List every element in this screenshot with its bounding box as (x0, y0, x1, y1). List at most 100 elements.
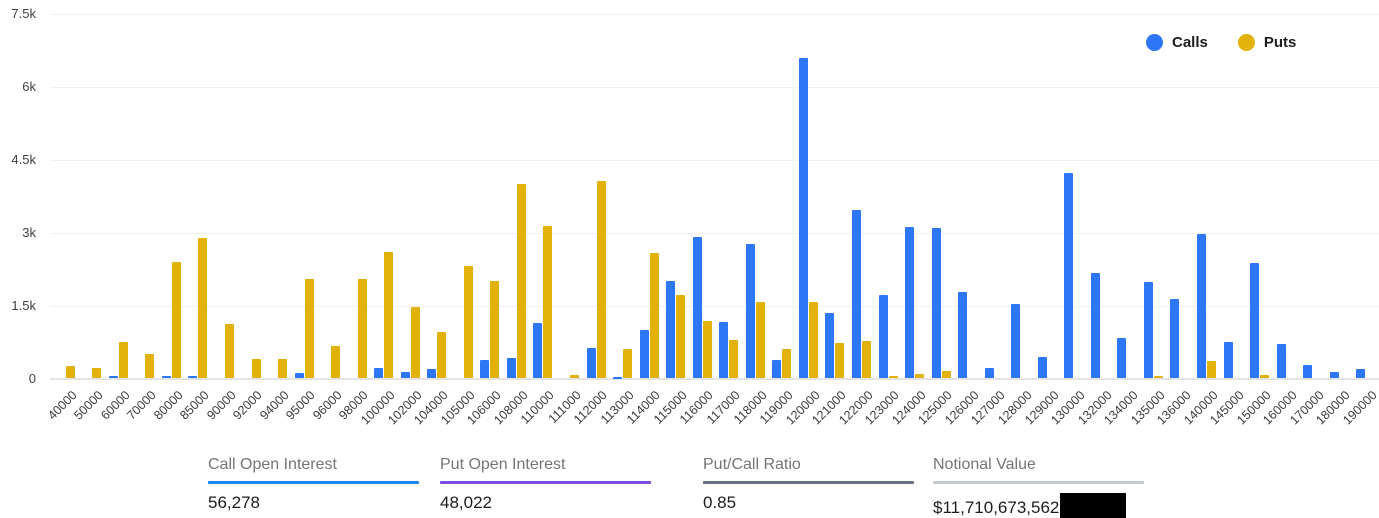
put-bar-95000[interactable] (304, 278, 314, 379)
call-bar-140000[interactable] (1196, 233, 1206, 379)
call-bar-113000[interactable] (613, 377, 623, 379)
stat-call-open-interest: Call Open Interest 56,278 (208, 454, 419, 513)
put-bar-96000[interactable] (331, 346, 341, 379)
put-bar-116000[interactable] (702, 321, 712, 379)
call-bar-116000[interactable] (692, 237, 702, 379)
x-axis-label-94000: 94000 (256, 388, 292, 423)
put-bar-150000[interactable] (1260, 375, 1270, 379)
call-bar-102000[interactable] (400, 371, 410, 379)
put-bar-120000[interactable] (808, 302, 818, 379)
put-bar-90000[interactable] (225, 324, 234, 379)
y-axis-tick-label: 1.5k (11, 297, 36, 313)
call-bar-160000[interactable] (1276, 343, 1286, 379)
call-bar-190000[interactable] (1356, 368, 1366, 379)
put-bar-40000[interactable] (65, 366, 75, 379)
call-bar-60000[interactable] (108, 375, 118, 379)
call-bar-130000[interactable] (1064, 172, 1074, 379)
call-bar-100000[interactable] (374, 367, 384, 379)
call-bar-85000[interactable] (188, 375, 198, 379)
x-axis-label-60000: 60000 (97, 388, 133, 423)
put-bar-50000[interactable] (92, 367, 102, 379)
call-bar-123000[interactable] (878, 294, 888, 379)
call-bar-112000[interactable] (586, 348, 596, 379)
put-bar-118000[interactable] (755, 301, 765, 379)
call-bar-121000[interactable] (825, 313, 835, 379)
call-bar-104000[interactable] (427, 368, 437, 379)
call-bar-127000[interactable] (984, 367, 994, 379)
call-bar-114000[interactable] (639, 329, 649, 379)
call-bar-129000[interactable] (1037, 357, 1047, 379)
put-bar-122000[interactable] (861, 340, 871, 379)
call-bar-170000[interactable] (1303, 364, 1313, 379)
call-bar-95000[interactable] (294, 373, 304, 379)
call-bar-126000[interactable] (958, 292, 968, 379)
stat-value: 56,278 (208, 493, 260, 512)
stat-value: 0.85 (703, 493, 737, 512)
put-bar-110000[interactable] (543, 226, 553, 379)
put-bar-70000[interactable] (145, 354, 155, 379)
x-axis-label-80000: 80000 (150, 388, 186, 423)
x-axis-label-40000: 40000 (44, 388, 80, 423)
stat-label: Notional Value (933, 456, 1036, 473)
put-bar-92000[interactable] (251, 358, 261, 379)
put-bar-114000[interactable] (649, 253, 659, 379)
call-bar-110000[interactable] (533, 323, 543, 379)
put-bar-111000[interactable] (570, 374, 580, 379)
stat-value-text: $11,710,673,562 (933, 498, 1060, 517)
put-bar-80000[interactable] (171, 262, 181, 379)
put-bar-113000[interactable] (623, 349, 633, 379)
put-bar-60000[interactable] (118, 341, 128, 379)
call-bar-120000[interactable] (798, 57, 808, 379)
put-bar-125000[interactable] (941, 371, 951, 379)
call-bar-115000[interactable] (666, 281, 676, 379)
call-bar-150000[interactable] (1250, 263, 1260, 379)
call-bar-180000[interactable] (1329, 372, 1339, 379)
call-bar-80000[interactable] (161, 376, 171, 379)
call-bar-108000[interactable] (506, 358, 516, 379)
put-bar-108000[interactable] (516, 183, 526, 379)
put-bar-121000[interactable] (835, 343, 845, 379)
put-bar-104000[interactable] (437, 331, 447, 379)
put-bar-135000[interactable] (1153, 376, 1163, 379)
put-bar-140000[interactable] (1206, 361, 1216, 379)
stat-put-call-ratio: Put/Call Ratio 0.85 (703, 454, 914, 513)
put-bar-115000[interactable] (676, 294, 686, 379)
put-bar-102000[interactable] (410, 306, 420, 379)
call-bar-118000[interactable] (745, 243, 755, 379)
open-interest-by-strike-chart: 0 1.5k 3k 4.5k 6k 7.5k 40000 50000 60000 70000 800… (11, 6, 1379, 427)
redacted-value-overlay (1060, 493, 1127, 518)
x-axis-label-50000: 50000 (71, 388, 106, 423)
call-bar-134000[interactable] (1117, 337, 1127, 379)
legend-item-puts[interactable]: Puts (1237, 34, 1297, 51)
stat-underline (440, 481, 651, 484)
call-bar-119000[interactable] (772, 360, 782, 379)
legend-label-puts: Puts (1263, 34, 1297, 51)
put-bar-94000[interactable] (278, 358, 288, 379)
call-bar-145000[interactable] (1223, 341, 1233, 379)
put-bar-117000[interactable] (729, 340, 739, 379)
put-bar-85000[interactable] (198, 237, 208, 379)
call-bar-135000[interactable] (1143, 281, 1153, 379)
put-bar-98000[interactable] (357, 278, 367, 379)
y-axis-tick-label: 7.5k (11, 6, 36, 21)
call-bar-122000[interactable] (851, 210, 861, 379)
call-bar-132000[interactable] (1090, 272, 1100, 379)
x-axis-label-92000: 92000 (230, 388, 265, 423)
put-bar-100000[interactable] (384, 252, 394, 379)
call-bar-125000[interactable] (931, 228, 941, 379)
stat-value: $11,710,673,562 (933, 493, 1144, 518)
put-bar-119000[interactable] (782, 348, 792, 379)
put-bar-124000[interactable] (915, 373, 925, 379)
put-bar-123000[interactable] (888, 376, 898, 379)
call-bar-106000[interactable] (480, 360, 490, 379)
y-axis-tick-label: 3k (22, 224, 36, 240)
call-bar-136000[interactable] (1170, 298, 1180, 379)
call-bar-124000[interactable] (905, 226, 915, 379)
call-bar-117000[interactable] (719, 321, 729, 379)
put-bar-106000[interactable] (490, 281, 500, 379)
call-bar-128000[interactable] (1011, 304, 1021, 379)
legend-item-calls[interactable]: Calls (1146, 34, 1208, 51)
x-axis-label-70000: 70000 (124, 388, 159, 423)
put-bar-112000[interactable] (596, 180, 606, 379)
put-bar-105000[interactable] (463, 266, 473, 379)
